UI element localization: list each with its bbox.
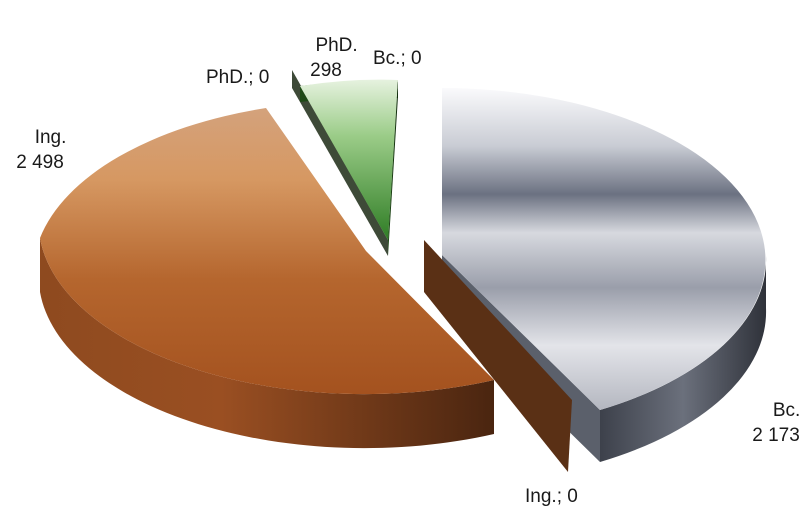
slice-ing-top bbox=[40, 108, 494, 395]
slice-bc-top bbox=[442, 88, 766, 410]
label-phd: PhD. 298 bbox=[310, 35, 358, 81]
slice-phd-top bbox=[300, 79, 398, 240]
label-ing-zero: Ing.; 0 bbox=[525, 486, 578, 507]
slice-phd-side-wall bbox=[388, 80, 398, 256]
label-phd-zero: PhD.; 0 bbox=[206, 67, 270, 88]
label-bc: Bc. 2 173 bbox=[752, 400, 801, 446]
slice-ing-side bbox=[40, 238, 494, 449]
label-ing: Ing. 2 498 bbox=[16, 127, 67, 173]
slice-bc-side bbox=[600, 256, 767, 462]
label-bc-zero: Bc.; 0 bbox=[373, 48, 422, 69]
slice-phd-wall bbox=[292, 70, 388, 256]
slice-phd bbox=[292, 70, 398, 256]
slice-ing-wall bbox=[424, 240, 572, 472]
slice-ing bbox=[40, 108, 572, 472]
